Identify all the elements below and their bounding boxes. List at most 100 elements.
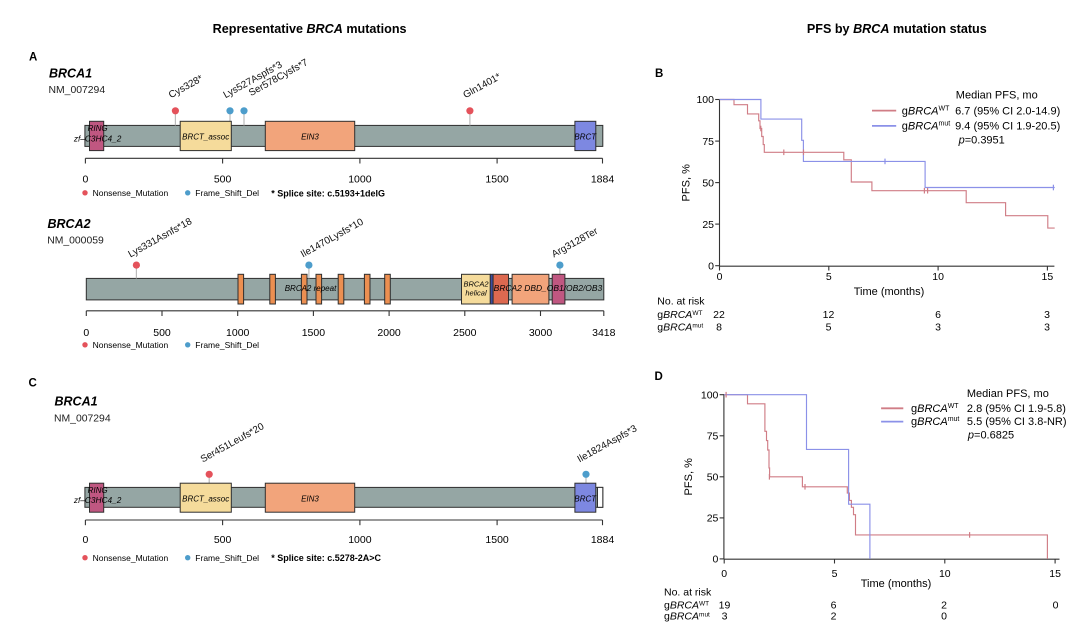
- svg-text:No. at risk: No. at risk: [664, 587, 712, 599]
- svg-text:p=0.6825: p=0.6825: [967, 429, 1014, 441]
- svg-text:No. at risk: No. at risk: [657, 295, 705, 307]
- svg-text:zf–C3HC4_2: zf–C3HC4_2: [73, 495, 122, 505]
- svg-text:1500: 1500: [302, 327, 326, 339]
- svg-text:BRCT: BRCT: [574, 133, 597, 142]
- svg-text:1500: 1500: [485, 534, 509, 546]
- svg-text:100: 100: [701, 389, 719, 401]
- svg-text:NM_000059: NM_000059: [47, 235, 104, 246]
- svg-text:3000: 3000: [529, 327, 553, 339]
- svg-text:500: 500: [153, 327, 171, 339]
- svg-text:0: 0: [717, 271, 723, 283]
- svg-text:Frame_Shift_Del: Frame_Shift_Del: [195, 340, 259, 350]
- svg-text:RING: RING: [88, 486, 108, 495]
- svg-text:1884: 1884: [591, 0, 614, 3]
- svg-text:gBRCAmut: gBRCAmut: [902, 121, 950, 133]
- svg-text:BRCA1: BRCA1: [49, 67, 92, 81]
- svg-text:BRCA2 repeat: BRCA2 repeat: [285, 284, 337, 293]
- svg-text:500: 500: [214, 0, 231, 3]
- svg-text:EIN3: EIN3: [301, 494, 319, 503]
- svg-text:50: 50: [702, 177, 714, 189]
- svg-text:500: 500: [214, 534, 232, 546]
- svg-text:15: 15: [1049, 568, 1061, 580]
- svg-text:A: A: [29, 52, 37, 64]
- svg-text:2000: 2000: [377, 327, 401, 339]
- svg-text:gBRCAWT: gBRCAWT: [911, 403, 959, 415]
- svg-text:PFS by BRCA mutation status: PFS by BRCA mutation status: [807, 22, 987, 36]
- svg-text:0: 0: [721, 568, 727, 580]
- svg-text:gBRCAWT: gBRCAWT: [902, 105, 950, 117]
- svg-text:Frame_Shift_Del: Frame_Shift_Del: [195, 553, 259, 563]
- svg-text:1884: 1884: [591, 173, 615, 185]
- svg-text:6: 6: [831, 600, 837, 612]
- svg-text:D: D: [655, 371, 663, 383]
- svg-text:gBRCAmut: gBRCAmut: [664, 611, 710, 623]
- svg-text:BRCA2: BRCA2: [48, 217, 91, 231]
- svg-text:Nonsense_Mutation: Nonsense_Mutation: [93, 340, 169, 350]
- svg-text:3: 3: [1044, 309, 1050, 321]
- svg-text:0: 0: [713, 554, 719, 566]
- svg-text:6: 6: [935, 309, 941, 321]
- svg-text:Median PFS, mo: Median PFS, mo: [956, 90, 1038, 102]
- svg-text:0: 0: [1053, 600, 1059, 612]
- svg-text:RING: RING: [88, 124, 108, 133]
- svg-text:Median PFS, mo: Median PFS, mo: [967, 388, 1049, 400]
- svg-text:15: 15: [1042, 271, 1054, 283]
- svg-text:gBRCAWT: gBRCAWT: [657, 309, 702, 321]
- svg-text:2: 2: [941, 600, 947, 612]
- svg-text:BRCA2 DBD_OB1/OB2/OB3: BRCA2 DBD_OB1/OB2/OB3: [494, 283, 603, 293]
- svg-text:10: 10: [939, 568, 951, 580]
- svg-text:5: 5: [826, 271, 832, 283]
- svg-text:gBRCAmut: gBRCAmut: [657, 322, 703, 334]
- svg-text:BRCT: BRCT: [574, 494, 597, 503]
- svg-text:Time (months): Time (months): [861, 578, 932, 590]
- svg-text:C: C: [29, 378, 37, 390]
- svg-text:50: 50: [707, 472, 719, 484]
- svg-text:helical: helical: [465, 289, 487, 298]
- svg-text:5: 5: [832, 568, 838, 580]
- svg-text:NM_007294: NM_007294: [54, 413, 111, 424]
- svg-text:Time (months): Time (months): [854, 286, 925, 298]
- svg-text:Lys331Asnfs*18: Lys331Asnfs*18: [127, 216, 195, 260]
- svg-text:PFS, %: PFS, %: [683, 458, 695, 496]
- svg-text:Ile1824Aspfs*3: Ile1824Aspfs*3: [576, 423, 640, 465]
- svg-text:19: 19: [719, 600, 731, 612]
- svg-text:10: 10: [932, 271, 944, 283]
- svg-text:0: 0: [941, 611, 947, 623]
- svg-text:Gln1401*: Gln1401*: [462, 71, 503, 101]
- svg-text:0: 0: [82, 534, 88, 546]
- svg-text:Representative BRCA mutations: Representative BRCA mutations: [213, 22, 407, 36]
- svg-text:gBRCAWT: gBRCAWT: [664, 600, 709, 612]
- svg-text:25: 25: [702, 219, 714, 231]
- svg-text:2.8 (95% CI 1.9-5.8): 2.8 (95% CI 1.9-5.8): [967, 403, 1066, 415]
- svg-text:2500: 2500: [453, 327, 477, 339]
- svg-text:0: 0: [83, 327, 89, 339]
- svg-text:1000: 1000: [349, 0, 372, 3]
- svg-text:500: 500: [214, 173, 232, 185]
- svg-text:1500: 1500: [485, 173, 509, 185]
- svg-text:5.5 (95% CI 3.8-NR): 5.5 (95% CI 3.8-NR): [967, 416, 1067, 428]
- svg-text:25: 25: [707, 513, 719, 525]
- svg-text:9.4 (95% CI 1.9-20.5): 9.4 (95% CI 1.9-20.5): [955, 121, 1060, 133]
- svg-text:* Splice site: c.5278-2A>C: * Splice site: c.5278-2A>C: [271, 553, 381, 563]
- svg-text:EIN3: EIN3: [301, 133, 319, 142]
- svg-text:* Splice site: c.5193+1delG: * Splice site: c.5193+1delG: [271, 188, 385, 198]
- svg-text:75: 75: [707, 431, 719, 443]
- svg-text:22: 22: [713, 309, 725, 321]
- svg-text:Nonsense_Mutation: Nonsense_Mutation: [93, 188, 169, 198]
- svg-text:Arg3128Ter: Arg3128Ter: [550, 226, 601, 261]
- svg-text:0: 0: [82, 173, 88, 185]
- svg-text:zf–C3HC4_2: zf–C3HC4_2: [73, 133, 122, 143]
- svg-text:Frame_Shift_Del: Frame_Shift_Del: [195, 188, 259, 198]
- svg-text:PFS, %: PFS, %: [681, 164, 693, 202]
- svg-text:1500: 1500: [486, 0, 509, 3]
- svg-text:1000: 1000: [348, 173, 372, 185]
- svg-text:0: 0: [83, 0, 89, 3]
- svg-text:Ile1470Lysfs*10: Ile1470Lysfs*10: [299, 216, 366, 260]
- svg-text:1000: 1000: [348, 534, 372, 546]
- svg-text:3: 3: [935, 322, 941, 334]
- svg-text:3: 3: [722, 611, 728, 623]
- svg-text:8: 8: [716, 322, 722, 334]
- svg-text:NM_007294: NM_007294: [49, 85, 106, 96]
- svg-text:1000: 1000: [226, 327, 250, 339]
- svg-text:B: B: [655, 68, 663, 80]
